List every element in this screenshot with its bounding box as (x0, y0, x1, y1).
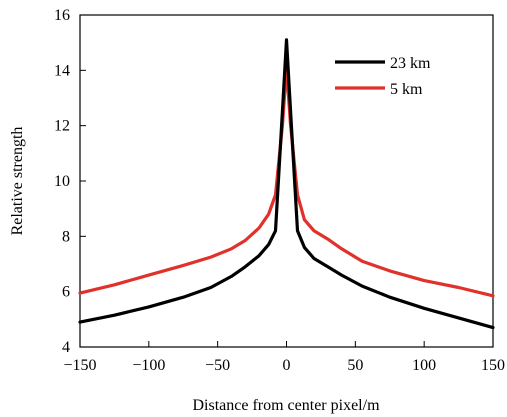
y-axis-label: Relative strength (9, 127, 26, 236)
series-line-23-km (78, 38, 495, 330)
x-tick-label: 150 (481, 357, 505, 374)
x-tick-label: −50 (205, 357, 230, 374)
y-tick-label: 10 (54, 173, 70, 190)
y-tick-label: 16 (54, 7, 70, 24)
legend-label-23-km: 23 km (390, 55, 431, 72)
x-tick-label: 100 (412, 357, 436, 374)
legend: 23 km 5 km (335, 55, 431, 98)
series-layer (78, 38, 495, 330)
y-tick-label: 4 (62, 339, 70, 356)
x-axis: −150 −100 −50 0 50 100 150 (63, 341, 505, 374)
y-tick-label: 6 (62, 284, 70, 301)
x-tick-label: −150 (63, 357, 96, 374)
legend-label-5-km: 5 km (390, 81, 423, 98)
x-tick-label: 50 (347, 357, 363, 374)
x-tick-label: −100 (132, 357, 165, 374)
x-axis-label: Distance from center pixel/m (192, 397, 380, 414)
x-tick-label: 0 (283, 357, 291, 374)
y-axis: 4 6 8 10 12 14 16 (54, 7, 86, 356)
y-tick-label: 12 (54, 118, 70, 135)
series-line-5-km (78, 65, 495, 298)
y-tick-label: 14 (54, 62, 70, 79)
y-tick-label: 8 (62, 228, 70, 245)
